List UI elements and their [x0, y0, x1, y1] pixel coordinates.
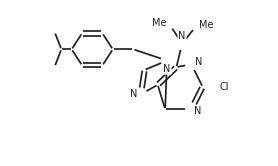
Text: N: N	[194, 106, 202, 116]
Text: N: N	[178, 31, 186, 41]
Text: N: N	[195, 57, 202, 67]
Text: Me: Me	[152, 18, 167, 28]
Text: N: N	[130, 89, 138, 99]
Text: Cl: Cl	[220, 82, 229, 92]
Text: N: N	[163, 64, 171, 74]
Text: Me: Me	[199, 20, 214, 30]
